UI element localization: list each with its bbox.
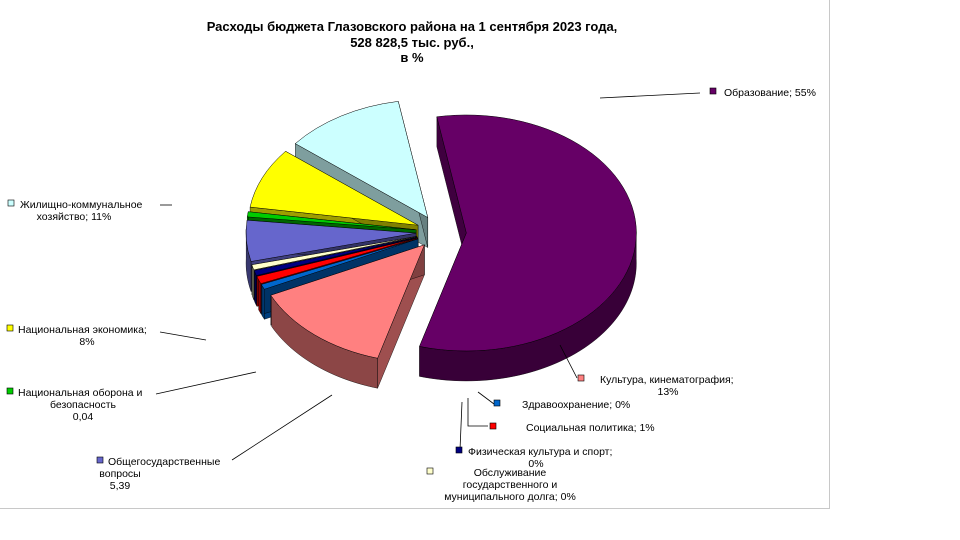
slice-национальная-оборона-и-безопасность-label-line-2: безопасность [50, 399, 117, 411]
slice-образование [419, 114, 637, 352]
slice-общегосударственные-вопросы-leader-line [231, 394, 333, 461]
slice-общегосударственные-вопросы [245, 219, 417, 262]
slice-обслуживание-государственного-и-муниципального-долга-label-line-3: муниципального долга; 0% [444, 491, 576, 503]
slice-социальная-политика-label-line-1: Социальная политика; 1% [526, 422, 655, 434]
slice-национальная-экономика-label-line-1: Национальная экономика; [18, 324, 147, 336]
slice-национальная-оборона-и-безопасность-legend-key [6, 387, 14, 395]
slice-физическая-культура-и-спорт-legend-key [455, 446, 463, 454]
slice-физическая-культура-и-спорт-label-line-2: 0% [528, 458, 543, 470]
slice-культура-кинематография-label-line-2: 13% [657, 386, 678, 398]
slice-национальная-экономика-label-line-2: 8% [79, 336, 94, 348]
pie-chart: Расходы бюджета Глазовского района на 1 … [6, 19, 816, 503]
slice-физическая-культура-и-спорт-side [254, 271, 257, 306]
slice-социальная-политика [256, 237, 418, 284]
slice-национальная-экономика [249, 150, 419, 226]
slice-физическая-культура-и-спорт-leader-line [459, 401, 463, 451]
slice-обслуживание-государственного-и-муниципального-долга-label-line-1: Обслуживание [474, 467, 547, 479]
slice-здравоохранение-leader-line [477, 391, 495, 405]
chart-frame: Расходы бюджета Глазовского района на 1 … [0, 0, 830, 509]
slice-общегосударственные-вопросы-label-line-2: вопросы [99, 468, 140, 480]
slice-национальная-оборона-и-безопасность [246, 211, 417, 231]
title-line-3: в % [400, 50, 424, 65]
slice-национальная-оборона-и-безопасность-label-line-1: Национальная оборона и [18, 387, 143, 399]
slice-общегосударственные-вопросы-label-line-1: Общегосударственные [108, 456, 220, 468]
slice-обслуживание-государственного-и-муниципального-долга-legend-key [426, 467, 434, 475]
slice-здравоохранение-legend-key [493, 399, 501, 407]
slice-социальная-политика-legend-key [489, 422, 497, 430]
slice-общегосударственные-вопросы-legend-key [96, 456, 104, 464]
slice-культура-кинематография-label-line-1: Культура, кинематография; [600, 374, 734, 386]
slice-национальная-оборона-и-безопасность-leader-line [155, 371, 257, 395]
slice-образование-label-line-1: Образование; 55% [724, 87, 816, 99]
slice-культура-кинематография [270, 244, 425, 359]
slice-социальная-политика-side [258, 279, 262, 315]
slice-жилищно-коммунальное-хозяйство-label-line-1: Жилищно-коммунальное [20, 199, 143, 211]
slice-физическая-культура-и-спорт [253, 236, 418, 276]
slice-здравоохранение-side [261, 284, 265, 320]
slice-жилищно-коммунальное-хозяйство-label-line-2: хозяйство; 11% [37, 211, 112, 223]
slice-образование-legend-key [709, 87, 717, 95]
slice-культура-кинематография-legend-key [577, 374, 585, 382]
slice-жилищно-коммунальное-хозяйство [294, 101, 429, 219]
slice-жилищно-коммунальное-хозяйство-legend-key [7, 199, 15, 207]
slice-обслуживание-государственного-и-муниципального-долга-label-line-2: государственного и [463, 479, 558, 491]
slice-социальная-политика-leader-line [467, 398, 488, 427]
slice-здравоохранение [260, 238, 419, 290]
slice-tops [245, 101, 637, 359]
slice-общегосударственные-вопросы-label-line-3: 5,39 [110, 480, 131, 492]
slice-национальная-экономика-leader-line [159, 331, 207, 341]
slice-культура-кинематография-leader-line [559, 344, 578, 379]
slice-здравоохранение-label-line-1: Здравоохранение; 0% [522, 399, 630, 411]
slice-labels: Образование; 55% Культура, кинематография… [6, 87, 816, 503]
title-line-2: 528 828,5 тыс. руб., [350, 35, 474, 50]
slice-обслуживание-государственного-и-муниципального-долга-side [252, 265, 255, 300]
slice-физическая-культура-и-спорт-label-line-1: Физическая культура и спорт; [468, 446, 612, 458]
slice-национальная-оборона-и-безопасность-label-line-3: 0,04 [73, 411, 94, 423]
title-line-1: Расходы бюджета Глазовского района на 1 … [207, 19, 618, 34]
slice-национальная-экономика-legend-key [6, 324, 14, 332]
slice-образование-leader-line [599, 92, 701, 99]
chart-title: Расходы бюджета Глазовского района на 1 … [207, 19, 618, 65]
slice-обслуживание-государственного-и-муниципального-долга [251, 236, 417, 271]
